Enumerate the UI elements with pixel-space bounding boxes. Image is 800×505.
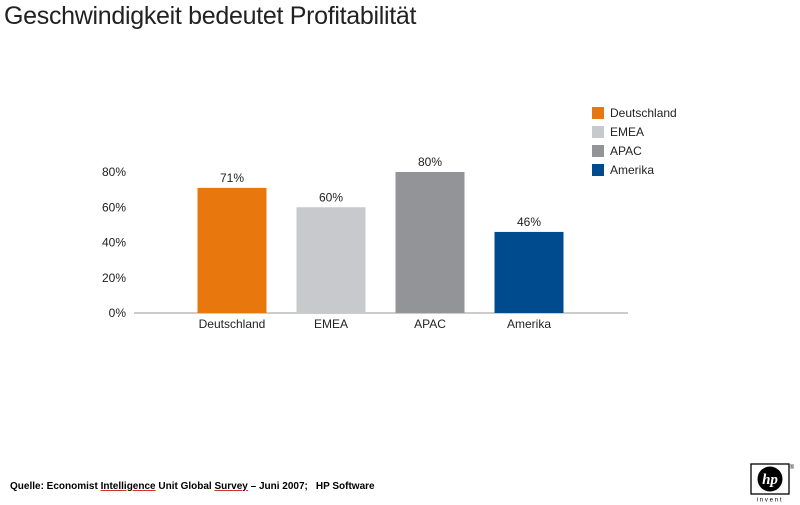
data-label: 60% <box>319 190 343 204</box>
page-title: Geschwindigkeit bedeutet Profitabilität <box>4 2 417 30</box>
legend-item-deutschland: Deutschland <box>592 103 677 122</box>
bar <box>395 172 465 313</box>
y-tick-label: 20% <box>102 271 126 285</box>
category-label: EMEA <box>314 317 348 331</box>
legend-label: APAC <box>610 143 642 158</box>
y-tick-label: 80% <box>102 165 126 179</box>
legend-item-emea: EMEA <box>592 122 677 141</box>
legend-swatch <box>592 163 604 176</box>
data-label: 71% <box>220 171 244 185</box>
legend-label: Deutschland <box>610 105 677 120</box>
source-survey: Survey <box>214 481 248 492</box>
legend-item-amerika: Amerika <box>592 160 677 179</box>
legend-swatch <box>592 106 604 119</box>
y-tick-label: 0% <box>109 306 127 320</box>
logo-tagline: invent <box>757 498 784 504</box>
category-label: Amerika <box>507 317 551 331</box>
source-prefix: Quelle: Economist <box>10 481 101 492</box>
y-tick-label: 60% <box>102 200 126 214</box>
category-label: APAC <box>414 317 446 331</box>
bar <box>296 207 366 313</box>
legend-label: Amerika <box>610 162 655 177</box>
logo-registered: ® <box>790 464 795 471</box>
legend-swatch <box>592 125 604 138</box>
bar <box>197 187 267 313</box>
bar <box>494 231 564 313</box>
source-mid: Unit Global <box>155 481 215 492</box>
source-suffix: – Juni 2007; <box>247 481 308 492</box>
data-label: 46% <box>517 215 541 229</box>
legend: Deutschland EMEA APAC Amerika <box>592 103 677 179</box>
legend-label: EMEA <box>610 124 645 139</box>
legend-swatch <box>592 144 604 157</box>
hp-logo: hp invent ® <box>750 463 795 504</box>
category-label: Deutschland <box>199 317 266 331</box>
source-publisher: HP Software <box>315 481 375 492</box>
y-tick-label: 40% <box>102 236 126 250</box>
source-note: Quelle: Economist Intelligence Unit Glob… <box>10 481 375 492</box>
logo-text: hp <box>762 472 778 488</box>
legend-item-apac: APAC <box>592 141 677 160</box>
data-label: 80% <box>418 155 442 169</box>
source-intelligence: Intelligence <box>100 481 156 492</box>
